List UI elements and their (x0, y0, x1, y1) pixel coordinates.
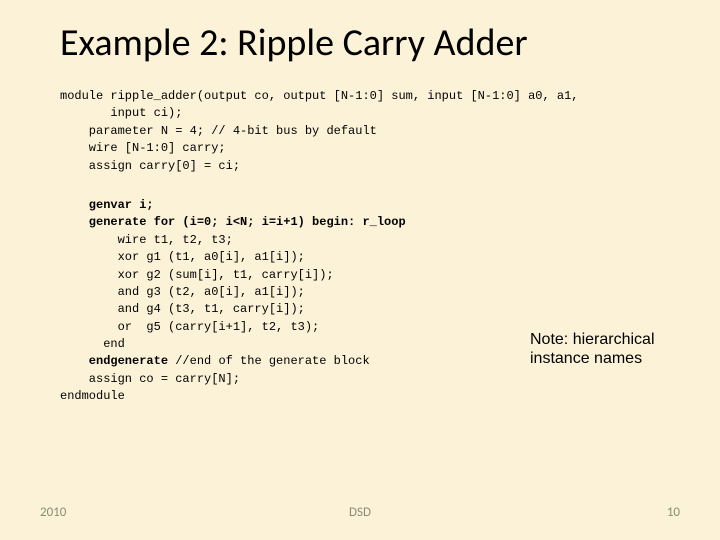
code-line: xor g1 (t1, a0[i], a1[i]); (60, 250, 305, 264)
code-line: genvar i; (60, 198, 154, 212)
code-block-2: genvar i; generate for (i=0; i<N; i=i+1)… (60, 197, 680, 406)
code-line: endmodule (60, 389, 125, 403)
code-line: xor g2 (sum[i], t1, carry[i]); (60, 268, 334, 282)
code-line: assign carry[0] = ci; (60, 159, 240, 173)
code-line: module ripple_adder(output co, output [N… (60, 89, 578, 103)
code-line: wire t1, t2, t3; (60, 233, 233, 247)
code-line: wire [N-1:0] carry; (60, 141, 226, 155)
slide-title: Example 2: Ripple Carry Adder (60, 20, 680, 66)
note-line: instance names (530, 350, 642, 367)
code-line: generate for (i=0; i<N; i=i+1) begin: r_… (60, 215, 406, 229)
code-line: and g3 (t2, a0[i], a1[i]); (60, 285, 305, 299)
code-line: endgenerate (60, 354, 168, 368)
code-line: or g5 (carry[i+1], t2, t3); (60, 320, 319, 334)
code-line: parameter N = 4; // 4-bit bus by default (60, 124, 377, 138)
code-line: //end of the generate block (168, 354, 370, 368)
slide: Example 2: Ripple Carry Adder module rip… (0, 0, 720, 540)
code-line: and g4 (t3, t1, carry[i]); (60, 302, 305, 316)
note-text: Note: hierarchical instance names (530, 330, 680, 368)
note-line: Note: hierarchical (530, 331, 655, 348)
code-line: input ci); (60, 106, 182, 120)
code-line: end (60, 337, 125, 351)
footer-page: 10 (667, 505, 680, 520)
footer-label: DSD (0, 505, 720, 520)
code-block-1: module ripple_adder(output co, output [N… (60, 88, 680, 175)
code-line: assign co = carry[N]; (60, 372, 240, 386)
